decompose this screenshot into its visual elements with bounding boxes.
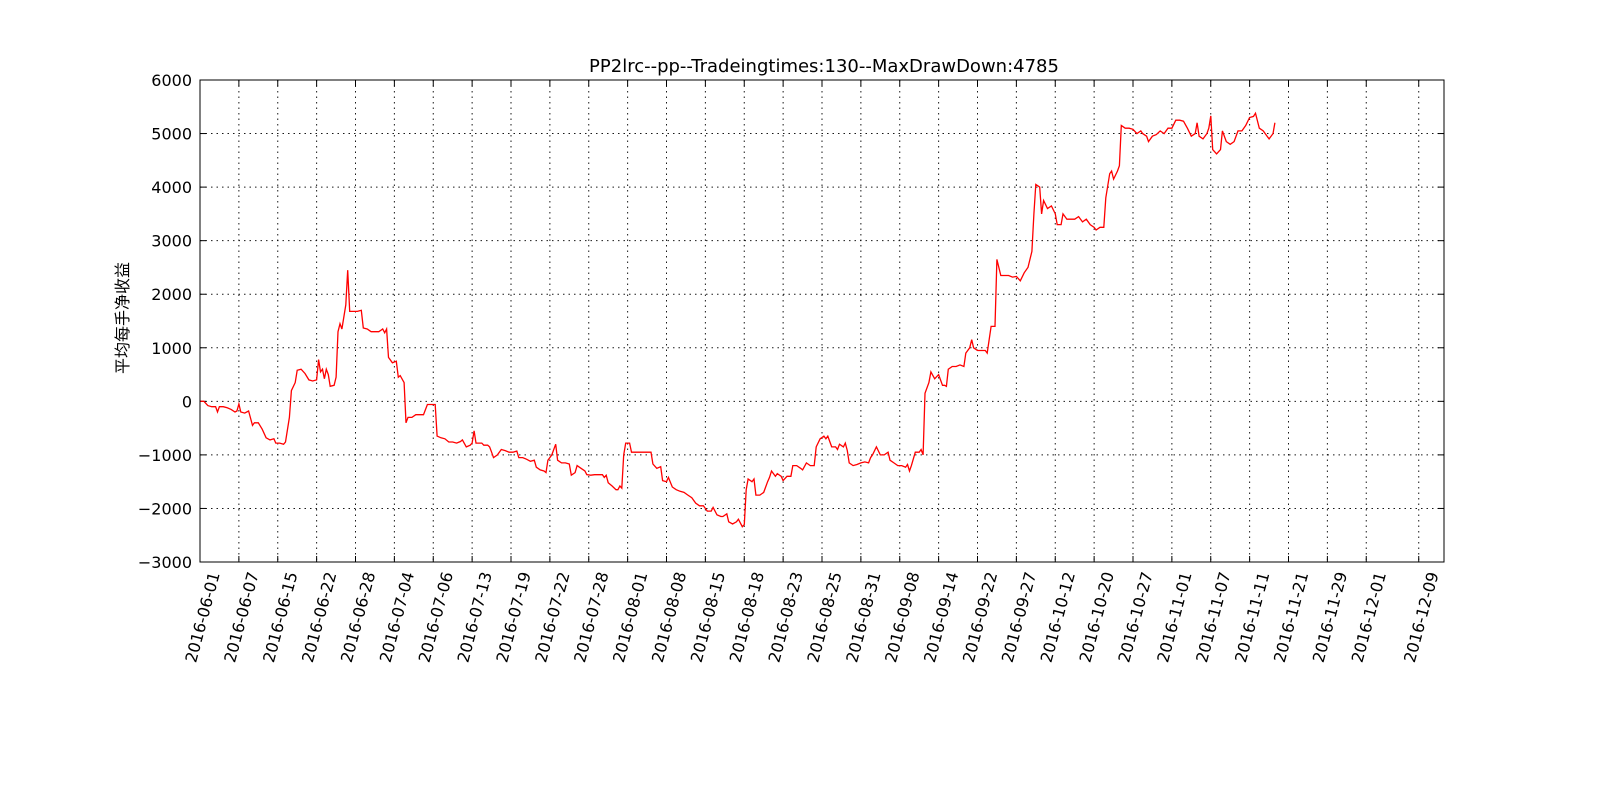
x-tick-label: 2016-12-09 [1400,570,1442,665]
chart-title: PP2lrc--pp--Tradeingtimes:130--MaxDrawDo… [589,56,1059,77]
y-tick-label: 0 [182,392,192,411]
x-tick-label: 2016-09-14 [920,570,962,665]
x-tick-label: 2016-10-20 [1075,570,1117,665]
x-tick-label: 2016-10-27 [1114,570,1156,665]
x-tick-label: 2016-08-31 [842,570,884,665]
x-tick-label: 2016-08-08 [648,570,690,665]
x-tick-label: 2016-12-01 [1348,570,1390,665]
series-line [200,111,1276,528]
y-tick-label: −2000 [138,499,192,518]
x-tick-label: 2016-08-23 [764,570,806,665]
x-tick-label: 2016-10-12 [1037,570,1079,665]
y-tick-label: 2000 [151,285,192,304]
y-tick-label: −1000 [138,446,192,465]
y-tick-labels: 6000 5000 4000 3000 2000 1000 0 −1000 −2000 −3000 [138,71,192,572]
x-tick-label: 2016-11-29 [1309,570,1351,665]
y-tick-label: −3000 [138,553,192,572]
x-tick-label: 2016-11-21 [1270,570,1312,665]
x-tick-label: 2016-07-13 [453,570,495,665]
x-tick-label: 2016-07-04 [376,570,418,665]
x-tick-label: 2016-07-22 [531,570,573,665]
y-tick-label: 6000 [151,71,192,90]
x-tick-label: 2016-06-07 [220,570,262,665]
y-tick-label: 5000 [151,125,192,144]
grid-lines [199,80,1444,562]
x-tick-labels: 2016-06-012016-06-072016-06-152016-06-22… [181,570,1442,665]
x-tick-label: 2016-06-15 [259,570,301,665]
plot-frame [199,79,1445,563]
x-tick-label: 2016-06-22 [298,570,340,665]
y-tick-label: 1000 [151,339,192,358]
x-tick-label: 2016-08-15 [687,570,729,665]
x-tick-label: 2016-07-06 [415,570,457,665]
x-tick-label: 2016-11-01 [1153,570,1195,665]
x-tick-label: 2016-08-25 [803,570,845,665]
x-tick-label: 2016-07-19 [492,570,534,665]
x-tick-label: 2016-09-27 [998,570,1040,665]
x-tick-label: 2016-06-01 [181,570,223,665]
x-tick-label: 2016-11-07 [1192,570,1234,665]
y-tick-label: 4000 [151,178,192,197]
x-tick-label: 2016-08-18 [726,570,768,665]
x-tick-label: 2016-09-08 [881,570,923,665]
x-tick-label: 2016-06-28 [337,570,379,665]
x-tick-label: 2016-09-22 [959,570,1001,665]
x-tick-label: 2016-08-01 [609,570,651,665]
x-tick-label: 2016-07-28 [570,570,612,665]
y-tick-label: 3000 [151,232,192,251]
y-axis-label: 平均每手净收益 [113,262,132,374]
x-tick-label: 2016-11-11 [1231,570,1273,665]
